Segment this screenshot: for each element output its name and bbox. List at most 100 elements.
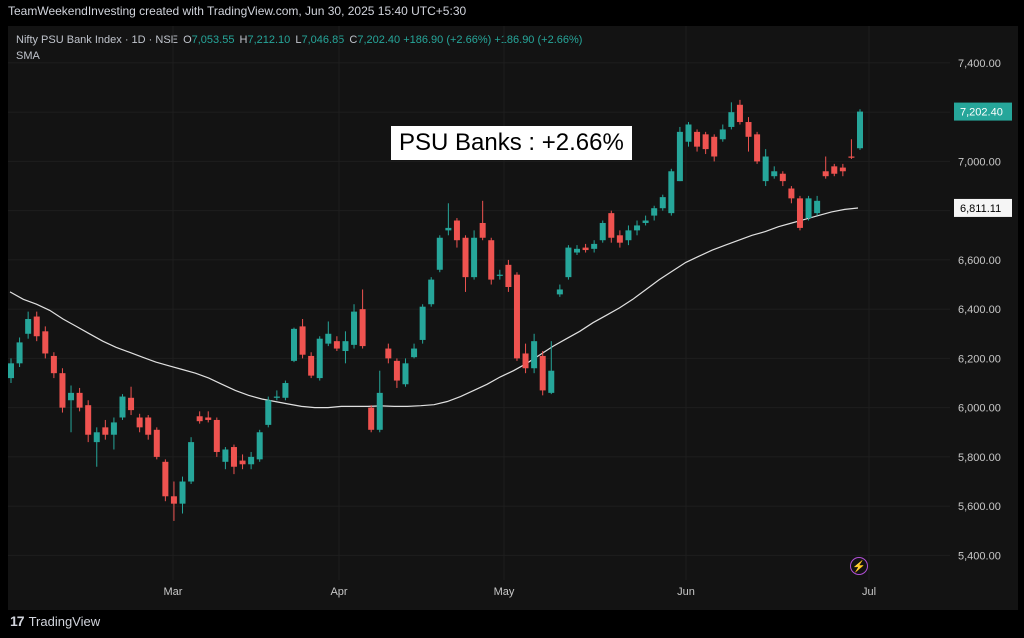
candle (162, 459, 169, 502)
candle (574, 245, 580, 255)
annotation-label: PSU Banks : +2.66% (391, 126, 632, 160)
tradingview-logo-icon: 17 (10, 613, 25, 629)
chart-panel[interactable] (8, 26, 1018, 610)
candle (814, 195, 821, 216)
candle (402, 358, 409, 387)
candle (428, 277, 435, 307)
candle (616, 230, 623, 248)
candle (316, 336, 323, 381)
y-axis[interactable]: 5,400.00 5,600.00 5,800.00 6,000.00 6,200.00… (954, 58, 1012, 562)
candle (728, 102, 735, 130)
candle (805, 195, 812, 221)
candle (213, 417, 220, 457)
candle (539, 351, 546, 396)
y-tick-label: 6,600.00 (958, 255, 1001, 267)
candle (694, 129, 701, 152)
candle (273, 390, 280, 401)
high-key: H (239, 34, 248, 46)
candle (419, 304, 426, 344)
candle (711, 134, 718, 162)
candle (822, 156, 829, 179)
open-value: 7,053.55 (191, 34, 235, 46)
change-value-secondary: +186.90 (+2.66%) (494, 34, 583, 46)
sma-line (9, 207, 859, 409)
candle (128, 386, 135, 416)
x-tick-label: May (494, 586, 515, 598)
x-tick-label: Jul (862, 586, 876, 598)
y-tick-label: 7,400.00 (958, 58, 1001, 70)
candle (179, 476, 186, 514)
candle (136, 413, 143, 433)
candle (548, 341, 555, 395)
sma-line-group (9, 207, 859, 409)
candle (145, 415, 152, 440)
chart-credit: TeamWeekendInvesting created with Tradin… (8, 4, 467, 18)
open-key: O (183, 34, 192, 46)
candle (591, 240, 598, 253)
candle (170, 481, 177, 521)
candle (625, 225, 632, 246)
candle (376, 370, 383, 433)
candle (479, 200, 486, 241)
candle (102, 419, 109, 440)
candle (239, 454, 246, 470)
grid (8, 26, 950, 580)
sma-indicator-label[interactable]: SMA (16, 50, 40, 62)
candle (333, 336, 340, 352)
candle (771, 166, 778, 179)
candle (222, 447, 229, 470)
candle (513, 272, 520, 361)
candle (325, 321, 332, 347)
candle (393, 358, 400, 388)
close-key: C (349, 34, 358, 46)
y-tick-label: 6,000.00 (958, 403, 1001, 415)
candle (857, 109, 863, 150)
candle (25, 311, 32, 339)
candle (153, 427, 160, 460)
y-tick-label: 5,600.00 (958, 501, 1001, 513)
candle (308, 352, 315, 379)
ohlc-legend: Nifty PSU Bank Index · 1D · NSE O7,053.5… (16, 34, 582, 46)
candle (754, 131, 761, 164)
sma-price-label: 6,811.11 (960, 203, 1001, 215)
candle (848, 139, 855, 159)
candle (676, 126, 683, 182)
candle (505, 259, 512, 292)
y-tick-label: 7,000.00 (958, 156, 1001, 168)
candle (8, 358, 14, 384)
candle (50, 352, 57, 379)
candle (76, 387, 83, 412)
candle (556, 284, 563, 297)
candle (248, 451, 255, 470)
candle (385, 343, 392, 364)
candle (351, 304, 358, 349)
symbol-label[interactable]: Nifty PSU Bank Index · 1D · NSE (16, 34, 178, 46)
change-value: +186.90 (+2.66%) (403, 34, 492, 46)
candle (16, 337, 23, 368)
candle (42, 326, 49, 359)
candle (651, 205, 658, 221)
candles (8, 99, 863, 521)
candle (736, 99, 743, 125)
x-tick-label: Jun (677, 586, 695, 598)
candle (668, 168, 675, 216)
candle (110, 417, 117, 450)
y-tick-label: 5,400.00 (958, 550, 1001, 562)
low-value: 7,046.85 (301, 34, 345, 46)
candle (496, 269, 503, 280)
candle (762, 149, 769, 187)
x-axis[interactable]: Mar Apr May Jun Jul (164, 586, 877, 598)
x-tick-label: Mar (164, 586, 183, 598)
candle (702, 131, 709, 155)
candle (685, 122, 692, 147)
lightning-icon[interactable]: ⚡ (850, 557, 868, 575)
low-key: L (295, 34, 302, 46)
tradingview-brand[interactable]: 17 TradingView (10, 613, 100, 629)
candle (745, 117, 752, 152)
candle (368, 405, 375, 433)
candle (831, 163, 838, 177)
candle (33, 311, 40, 342)
candle (608, 210, 615, 243)
candle (453, 218, 460, 248)
